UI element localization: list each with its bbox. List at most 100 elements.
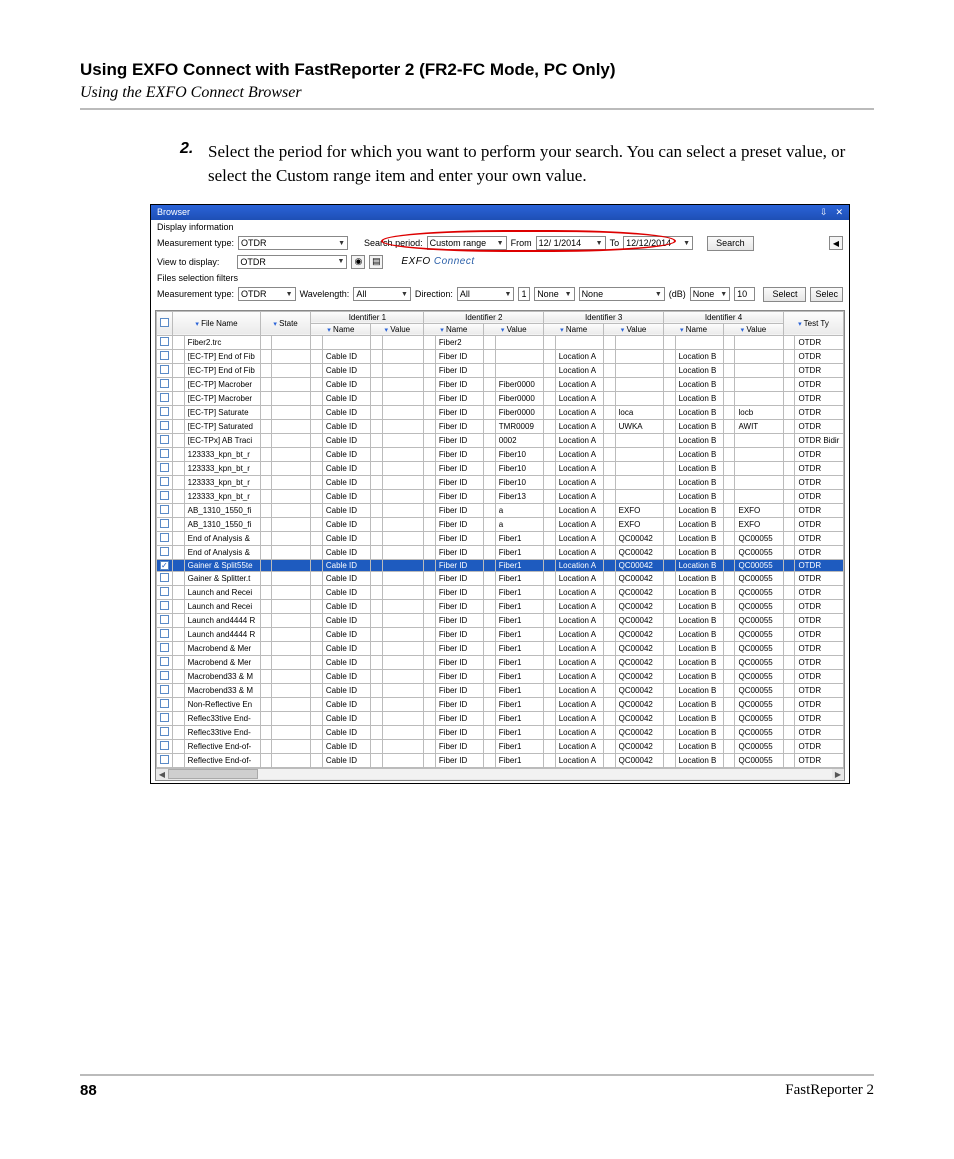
table-row[interactable]: [EC-TP] SaturateCable IDFiber IDFiber000… xyxy=(157,405,844,419)
table-row[interactable]: [EC-TP] MacroberCable IDFiber IDFiber000… xyxy=(157,377,844,391)
table-row[interactable]: Reflective End-of-Cable IDFiber IDFiber1… xyxy=(157,739,844,753)
cell: OTDR xyxy=(795,447,844,461)
wavelength-select[interactable]: All▼ xyxy=(353,287,411,301)
none-select-3[interactable]: None▼ xyxy=(690,287,730,301)
pin-icon[interactable]: ⇩ xyxy=(820,207,828,218)
close-icon[interactable]: ✕ xyxy=(835,207,843,218)
table-row[interactable]: Launch and4444 RCable IDFiber IDFiber1Lo… xyxy=(157,613,844,627)
table-row[interactable]: Macrobend & MerCable IDFiber IDFiber1Loc… xyxy=(157,641,844,655)
measurement-type-select-2[interactable]: OTDR▼ xyxy=(238,287,296,301)
cell xyxy=(382,585,424,599)
col-identifier-1[interactable]: Identifier 1 xyxy=(311,311,424,323)
direction-select[interactable]: All▼ xyxy=(457,287,515,301)
table-row[interactable]: Macrobend33 & MCable IDFiber IDFiber1Loc… xyxy=(157,683,844,697)
cell: [EC-TP] Saturate xyxy=(184,405,260,419)
measurement-type-label: Measurement type: xyxy=(157,238,234,248)
filter-icon[interactable] xyxy=(385,325,389,334)
results-grid: File Name State Identifier 1 Identifier … xyxy=(155,310,845,781)
table-row[interactable]: Launch and ReceiCable IDFiber IDFiber1Lo… xyxy=(157,585,844,599)
cell xyxy=(382,599,424,613)
table-row[interactable]: [EC-TP] SaturatedCable IDFiber IDTMR0009… xyxy=(157,419,844,433)
none-select-2[interactable]: None▼ xyxy=(579,287,665,301)
col-value[interactable]: Value xyxy=(390,325,410,334)
window-titlebar: Browser ⇩ ✕ xyxy=(151,205,849,220)
splice-input[interactable]: 1 xyxy=(518,287,530,301)
cell: Fiber1 xyxy=(495,725,543,739)
table-row[interactable]: 123333_kpn_bt_rCable IDFiber IDFiber10Lo… xyxy=(157,447,844,461)
scroll-right-icon[interactable]: ▶ xyxy=(832,770,844,779)
horizontal-scrollbar[interactable]: ◀ ▶ xyxy=(156,768,844,780)
col-name[interactable]: Name xyxy=(333,325,354,334)
filter-icon[interactable] xyxy=(560,325,564,334)
table-row[interactable]: Launch and ReceiCable IDFiber IDFiber1Lo… xyxy=(157,599,844,613)
scroll-left-icon[interactable]: ◀ xyxy=(156,770,168,779)
col-value[interactable]: Value xyxy=(507,325,527,334)
col-state[interactable]: State xyxy=(279,319,298,328)
cell xyxy=(783,433,795,447)
cell xyxy=(157,475,173,489)
tool-icon-2[interactable]: ▤ xyxy=(369,255,383,269)
table-row[interactable]: Non-Reflective EnCable IDFiber IDFiber1L… xyxy=(157,697,844,711)
table-row[interactable]: Macrobend & MerCable IDFiber IDFiber1Loc… xyxy=(157,655,844,669)
filter-icon[interactable] xyxy=(440,325,444,334)
table-row[interactable]: [EC-TP] End of FibCable IDFiber IDLocati… xyxy=(157,363,844,377)
filter-icon[interactable] xyxy=(273,319,277,328)
table-row[interactable]: [EC-TPx] AB TraciCable IDFiber ID0002Loc… xyxy=(157,433,844,447)
table-row[interactable]: Launch and4444 RCable IDFiber IDFiber1Lo… xyxy=(157,627,844,641)
table-row[interactable]: Fiber2.trcFiber2OTDR xyxy=(157,335,844,349)
table-row[interactable]: 123333_kpn_bt_rCable IDFiber IDFiber10Lo… xyxy=(157,475,844,489)
filter-icon[interactable] xyxy=(195,319,199,328)
filter-icon[interactable] xyxy=(621,325,625,334)
select-button-2[interactable]: Selec xyxy=(810,287,843,302)
filter-icon[interactable] xyxy=(741,325,745,334)
table-row[interactable]: Gainer & Splitter.tCable IDFiber IDFiber… xyxy=(157,571,844,585)
col-test-type[interactable]: Test Ty xyxy=(804,319,829,328)
cell xyxy=(484,753,496,767)
filter-icon[interactable] xyxy=(680,325,684,334)
table-row[interactable]: Macrobend33 & MCable IDFiber IDFiber1Loc… xyxy=(157,669,844,683)
table-row[interactable]: 123333_kpn_bt_rCable IDFiber IDFiber13Lo… xyxy=(157,489,844,503)
col-name[interactable]: Name xyxy=(566,325,587,334)
col-name[interactable]: Name xyxy=(446,325,467,334)
col-identifier-4[interactable]: Identifier 4 xyxy=(664,311,784,323)
from-date-input[interactable]: 12/ 1/2014▼ xyxy=(536,236,606,250)
table-row[interactable]: Reflec33tive End-Cable IDFiber IDFiber1L… xyxy=(157,725,844,739)
table-row[interactable]: 123333_kpn_bt_rCable IDFiber IDFiber10Lo… xyxy=(157,461,844,475)
cell xyxy=(484,545,496,559)
cell xyxy=(484,363,496,377)
table-row[interactable]: Reflec33tive End-Cable IDFiber IDFiber1L… xyxy=(157,711,844,725)
search-period-select[interactable]: Custom range▼ xyxy=(427,236,507,250)
count-input[interactable]: 10 xyxy=(734,287,755,301)
measurement-type-select[interactable]: OTDR▼ xyxy=(238,236,348,250)
tool-icon-1[interactable]: ◉ xyxy=(351,255,365,269)
table-row[interactable]: End of Analysis &Cable IDFiber IDFiber1L… xyxy=(157,531,844,545)
view-to-display-select[interactable]: OTDR▼ xyxy=(237,255,347,269)
col-value[interactable]: Value xyxy=(746,325,766,334)
col-identifier-3[interactable]: Identifier 3 xyxy=(544,311,664,323)
collapse-button[interactable]: ◀ xyxy=(829,236,843,250)
filter-icon[interactable] xyxy=(327,325,331,334)
table-row[interactable]: AB_1310_1550_fiCable IDFiber IDaLocation… xyxy=(157,517,844,531)
cell: Fiber1 xyxy=(495,613,543,627)
table-row[interactable]: [EC-TP] MacroberCable IDFiber IDFiber000… xyxy=(157,391,844,405)
scroll-thumb[interactable] xyxy=(168,769,258,779)
filter-icon[interactable] xyxy=(501,325,505,334)
table-row[interactable]: End of Analysis &Cable IDFiber IDFiber1L… xyxy=(157,545,844,559)
col-filename[interactable]: File Name xyxy=(201,319,237,328)
filter-icon[interactable] xyxy=(798,319,802,328)
table-row[interactable]: Reflective End-of-Cable IDFiber IDFiber1… xyxy=(157,753,844,767)
search-button[interactable]: Search xyxy=(707,236,754,251)
cell xyxy=(311,683,323,697)
to-date-input[interactable]: 12/12/2014▼ xyxy=(623,236,693,250)
col-value[interactable]: Value xyxy=(627,325,647,334)
col-checkbox[interactable] xyxy=(157,311,173,335)
table-row[interactable]: AB_1310_1550_fiCable IDFiber IDaLocation… xyxy=(157,503,844,517)
select-button[interactable]: Select xyxy=(763,287,806,302)
table-row[interactable]: [EC-TP] End of FibCable IDFiber IDLocati… xyxy=(157,349,844,363)
col-identifier-2[interactable]: Identifier 2 xyxy=(424,311,544,323)
table-row[interactable]: Gainer & Split55teCable IDFiber IDFiber1… xyxy=(157,559,844,571)
none-select-1[interactable]: None▼ xyxy=(534,287,574,301)
col-name[interactable]: Name xyxy=(686,325,707,334)
cell xyxy=(371,335,383,349)
cell xyxy=(664,641,676,655)
